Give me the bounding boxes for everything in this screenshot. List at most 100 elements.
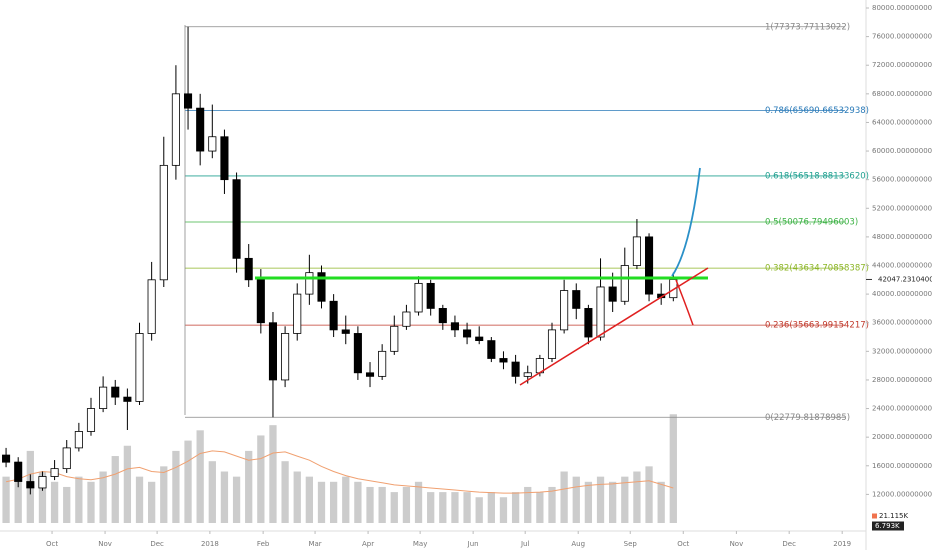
x-tick-label: Oct <box>46 540 58 548</box>
fib-label: 0.5(50076.79496003) <box>765 218 858 228</box>
volume-bar <box>50 481 59 523</box>
last-price-label: 42047.23104000 <box>878 275 932 283</box>
volume-bar <box>111 456 119 523</box>
candle-body <box>220 136 229 181</box>
volume-bar <box>572 476 580 523</box>
y-tick-label: 76000.00000000 <box>872 33 932 41</box>
candle-body <box>26 481 35 489</box>
volume-last-box <box>872 521 904 531</box>
y-tick-label: 52000.00000000 <box>872 204 932 212</box>
candle-body <box>135 333 144 402</box>
candle-body <box>608 286 617 302</box>
volume-bar <box>87 481 95 523</box>
candle-body <box>572 290 581 309</box>
y-tick-label: 28000.00000000 <box>872 376 932 384</box>
x-tick-label: May <box>413 540 427 548</box>
candle-body <box>171 93 180 166</box>
volume-bar <box>172 450 180 523</box>
candle-body <box>438 308 447 324</box>
volume-bar <box>38 471 47 523</box>
candle-body <box>463 329 472 338</box>
candle-body <box>111 386 120 398</box>
candle-body <box>450 322 459 331</box>
y-tick-label: 56000.00000000 <box>872 176 932 184</box>
candle-body <box>341 329 350 334</box>
y-tick-label: 24000.00000000 <box>872 405 932 413</box>
candle-body <box>426 282 435 309</box>
volume-bar <box>657 481 665 523</box>
candle-body <box>329 300 338 331</box>
candle-body <box>645 236 654 295</box>
volume-bar <box>257 435 265 523</box>
candle-body <box>353 333 362 374</box>
candle-body <box>99 386 108 409</box>
candle-body <box>365 372 375 377</box>
candle-body <box>620 265 629 302</box>
candle-body <box>256 279 265 324</box>
trend-line <box>519 267 709 386</box>
candle-body <box>184 93 193 109</box>
volume-ma <box>5 450 674 494</box>
fib-label: 0.618(56518.88133620) <box>765 171 869 181</box>
volume-bar <box>342 476 350 523</box>
candle-body <box>402 311 411 327</box>
fib-levels: 1(77373.77113022) 0.786(65690.66532938) 0.… <box>185 22 869 423</box>
volume-bar <box>160 466 168 523</box>
y-tick-label: 44000.00000000 <box>872 262 932 270</box>
volume-bar <box>439 492 447 523</box>
fib-label: 1(77373.77113022) <box>765 22 850 32</box>
volume-bar <box>463 492 471 523</box>
candle-body <box>38 476 47 489</box>
volume-bar <box>135 476 144 523</box>
candle-body <box>159 164 168 281</box>
fib-label: 0(22779.81878985) <box>765 413 850 423</box>
volume-bar <box>354 481 362 523</box>
candle-body <box>305 272 314 295</box>
volume-bar <box>390 492 398 523</box>
x-tick-label: Oct <box>677 540 689 548</box>
candle-body <box>147 279 156 334</box>
volume-bar <box>148 481 156 523</box>
volume-bar <box>633 471 641 523</box>
x-tick-label: Mar <box>308 540 321 548</box>
volume-last-label: 6.793K <box>875 522 900 530</box>
volume-bar <box>499 497 508 523</box>
volume-bar <box>511 492 520 523</box>
x-tick-label: Dec <box>782 540 796 548</box>
y-tick-label: 48000.00000000 <box>872 233 932 241</box>
volume-bar <box>548 486 556 523</box>
candle-body <box>511 361 520 377</box>
volume-bar <box>75 476 83 523</box>
candle-body <box>499 358 508 363</box>
volume-bar <box>281 461 289 523</box>
volume-bar <box>63 486 71 523</box>
x-tick-label: Jun <box>467 540 479 548</box>
volume-bar <box>560 471 568 523</box>
y-tick-label: 60000.00000000 <box>872 147 932 155</box>
candle-body <box>281 333 290 381</box>
candle-body <box>390 325 399 352</box>
volume-bar <box>329 481 338 523</box>
x-tick-label: Nov <box>730 540 744 548</box>
y-tick-label: 80000.00000000 <box>872 4 932 12</box>
candle-body <box>196 107 205 152</box>
x-tick-label: Dec <box>150 540 164 548</box>
fib-label: 0.236(35663.99154217) <box>765 321 869 331</box>
candle-body <box>378 350 387 377</box>
volume-bar <box>317 481 326 523</box>
candle-body <box>632 236 641 266</box>
x-tick-label: Aug <box>571 540 585 548</box>
fib-label: 0.382(43634.70858387) <box>765 264 869 274</box>
volume-bar <box>184 440 192 523</box>
y-tick-label: 68000.00000000 <box>872 90 932 98</box>
candle-body <box>547 329 557 359</box>
volume-bar <box>414 481 423 523</box>
candle-body <box>596 286 605 338</box>
volume-bar <box>220 471 229 523</box>
y-tick-label: 64000.00000000 <box>872 118 932 126</box>
candle-body <box>317 272 326 302</box>
volume-bar <box>402 486 411 523</box>
y-tick-label: 40000.00000000 <box>872 290 932 298</box>
volume-pane <box>2 414 677 523</box>
